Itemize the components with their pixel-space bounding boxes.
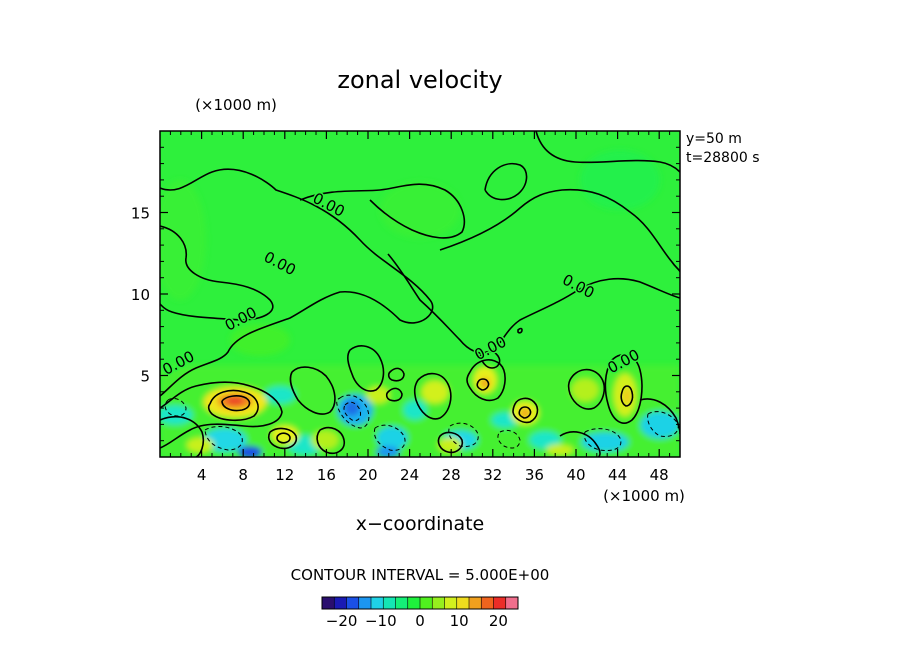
colorbar-swatch [444, 597, 458, 609]
x-tick-label: 36 [525, 466, 544, 484]
colorbar-swatch [481, 597, 494, 609]
colorbar-swatch [383, 597, 396, 609]
colorbar-tick-label: 20 [489, 612, 508, 630]
colorbar-swatch [469, 597, 482, 609]
info-time: t=28800 s [686, 150, 760, 166]
colorbar-tick-label: −10 [365, 612, 397, 630]
colorbar-swatch [371, 597, 384, 609]
contour-interval: CONTOUR INTERVAL = 5.000E+00 [291, 566, 550, 584]
x-tick-label: 40 [566, 466, 585, 484]
colorbar-swatch [334, 597, 347, 609]
colorbar-swatch [420, 597, 433, 609]
colorbar-swatch [505, 597, 519, 609]
colorbar-swatch [322, 597, 335, 609]
x-tick-label: 44 [608, 466, 627, 484]
info-y-position: y=50 m [686, 131, 742, 147]
colorbar-swatch [346, 597, 360, 609]
colorbar-tick-label: −20 [326, 612, 358, 630]
colorbar-tick-label: 0 [415, 612, 425, 630]
x-tick-label: 12 [275, 466, 294, 484]
velocity-shading [160, 150, 680, 457]
y-axis: 5 10 15 [131, 146, 680, 442]
colorbar: −20 −10 0 10 20 [321, 596, 519, 630]
colorbar-swatch [493, 597, 507, 609]
y-tick-label: 5 [140, 368, 150, 386]
x-tick-label: 24 [400, 466, 419, 484]
y-tick-label: 15 [131, 205, 150, 223]
y-axis-unit: (×1000 m) [195, 96, 277, 114]
colorbar-swatch [358, 597, 372, 609]
plot-area: 0.000.000.000.000.000.00 0.00 [160, 131, 680, 457]
x-axis: 4 8 12 16 20 24 28 32 36 40 44 48 [169, 131, 671, 484]
colorbar-swatch [456, 597, 470, 609]
x-axis-unit: (×1000 m) [603, 487, 685, 505]
y-tick-label: 10 [131, 286, 150, 304]
x-tick-label: 16 [317, 466, 336, 484]
x-tick-label: 8 [238, 466, 248, 484]
x-tick-label: 4 [197, 466, 207, 484]
colorbar-swatch [432, 597, 445, 609]
x-tick-label: 28 [442, 466, 461, 484]
colorbar-swatch [407, 597, 421, 609]
x-axis-title: x−coordinate [356, 513, 485, 535]
x-tick-label: 48 [650, 466, 669, 484]
chart-title: zonal velocity [337, 66, 502, 94]
x-tick-label: 20 [358, 466, 377, 484]
negative-contours [164, 394, 679, 451]
colorbar-tick-label: 10 [450, 612, 469, 630]
x-tick-label: 32 [483, 466, 502, 484]
colorbar-swatch [395, 597, 409, 609]
